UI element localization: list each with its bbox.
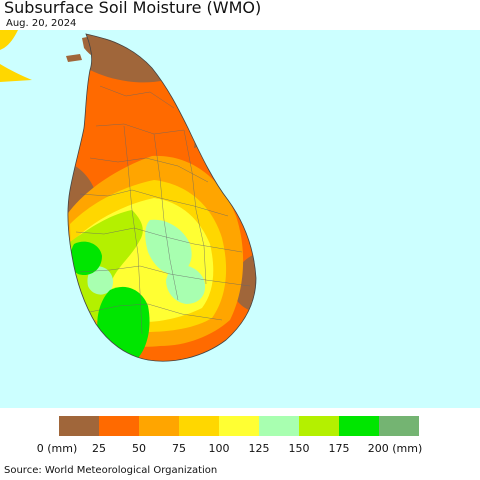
legend-swatch-150-175 (299, 416, 339, 436)
legend-swatch-200-plus (379, 416, 419, 436)
legend-swatch-0-25 (59, 416, 99, 436)
legend-swatch-100-125 (219, 416, 259, 436)
legend-label-50: 50 (132, 442, 146, 455)
legend-swatch-125-150 (259, 416, 299, 436)
map-title: Subsurface Soil Moisture (WMO) (4, 0, 262, 17)
legend-swatch-50-75 (139, 416, 179, 436)
district-boundaries (75, 85, 251, 335)
legend-label-175: 175 (328, 442, 350, 455)
legend-label-0: 0 (mm) (36, 442, 78, 455)
legend-label-100: 100 (208, 442, 230, 455)
zone-125-150-west (87, 266, 114, 295)
india-coast-inland (0, 64, 32, 82)
legend-swatch-175-200 (339, 416, 379, 436)
zone-125-150-central (145, 219, 192, 275)
zone-175-200-west (70, 241, 102, 276)
color-legend (59, 416, 419, 436)
zone-150-175 (70, 210, 143, 321)
legend-label-200: 200 (mm) (367, 442, 423, 455)
legend-label-125: 125 (248, 442, 270, 455)
india-coast (0, 30, 18, 50)
legend-label-25: 25 (92, 442, 106, 455)
map-date: Aug. 20, 2024 (6, 18, 77, 29)
islet (66, 54, 82, 62)
legend-swatch-25-50 (99, 416, 139, 436)
legend-swatch-75-100 (179, 416, 219, 436)
soil-moisture-map (0, 30, 480, 408)
legend-label-75: 75 (172, 442, 186, 455)
legend-label-150: 150 (288, 442, 310, 455)
source-credit: Source: World Meteorological Organizatio… (4, 465, 218, 476)
